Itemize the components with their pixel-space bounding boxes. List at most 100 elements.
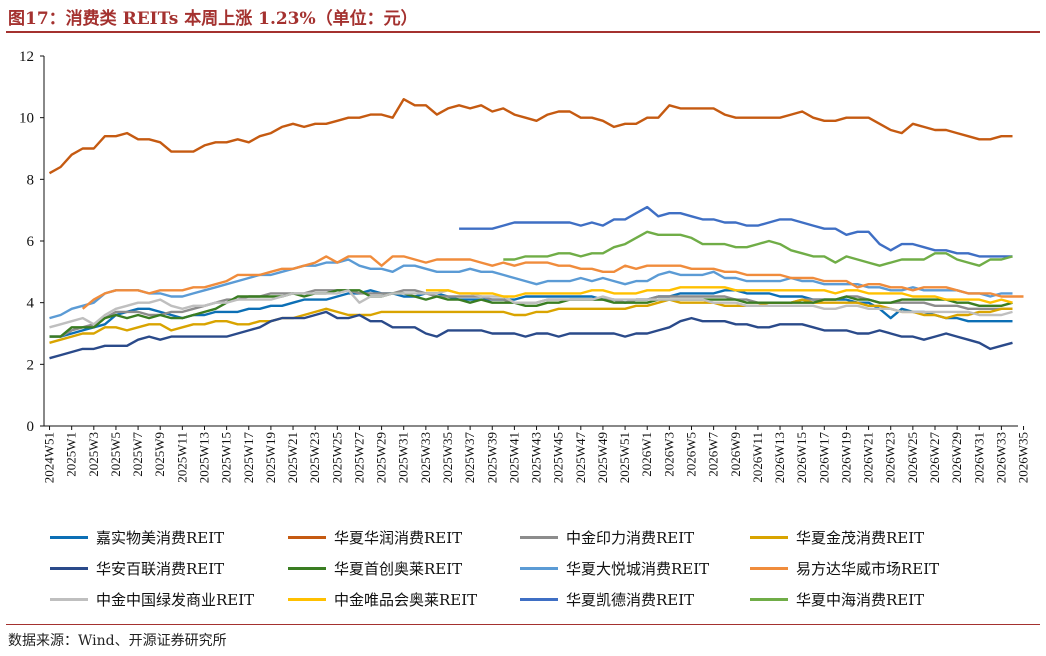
x-tick-label: 2025W41 [506, 432, 521, 483]
x-tick-label: 2024W51 [42, 432, 57, 483]
x-tick-label: 2026W25 [905, 432, 920, 483]
legend-item: 华夏华润消费REIT [288, 524, 462, 550]
x-tick-label: 2026W33 [993, 432, 1008, 483]
x-tick-label: 2025W13 [196, 432, 211, 483]
legend-item: 中金印力消费REIT [520, 524, 694, 550]
x-tick-label: 2026W35 [1016, 432, 1031, 483]
x-tick-label: 2026W27 [927, 432, 942, 484]
x-tick-label: 2025W3 [86, 432, 101, 477]
series-line-5 [49, 310, 1013, 360]
legend-item: 华安百联消费REIT [50, 555, 224, 581]
legend-label: 中金中国绿发商业REIT [96, 590, 255, 609]
x-tick-label: 2026W21 [861, 432, 876, 483]
title-underline [6, 31, 1040, 33]
legend-label: 嘉实物美消费REIT [96, 528, 225, 547]
legend-swatch [520, 566, 558, 570]
y-tick-label: 10 [19, 111, 34, 127]
legend-swatch [750, 566, 788, 570]
x-tick-label: 2025W19 [263, 432, 278, 483]
legend-label: 易方达华威市场REIT [796, 559, 940, 578]
x-tick-label: 2026W7 [706, 432, 721, 477]
x-tick-label: 2025W11 [174, 432, 189, 483]
x-tick-label: 2025W33 [418, 432, 433, 483]
series-line-8 [81, 255, 1024, 310]
series-line-4 [49, 298, 1013, 344]
series-line-11 [459, 205, 1013, 258]
legend-swatch [750, 597, 788, 601]
legend-label: 华夏中海消费REIT [796, 590, 925, 609]
legend-label: 中金唯品会奥莱REIT [334, 590, 478, 609]
series-line-10 [425, 286, 1013, 304]
x-tick-label: 2026W3 [661, 432, 676, 477]
legend-swatch [50, 597, 88, 601]
source-divider [6, 624, 1040, 625]
legend-item: 易方达华威市场REIT [750, 555, 939, 581]
x-tick-label: 2026W11 [750, 432, 765, 483]
x-tick-label: 2026W29 [949, 432, 964, 483]
x-tick-label: 2026W1 [639, 432, 654, 477]
x-tick-label: 2025W31 [396, 432, 411, 483]
legend-swatch [288, 535, 326, 539]
legend-swatch [520, 535, 558, 539]
legend-item: 嘉实物美消费REIT [50, 524, 224, 550]
legend-label: 华夏凯德消费REIT [566, 590, 695, 609]
x-tick-label: 2025W23 [307, 432, 322, 483]
x-tick-label: 2026W15 [794, 432, 809, 483]
x-tick-label: 2026W17 [816, 432, 831, 484]
legend-swatch [750, 535, 788, 539]
x-tick-label: 2025W25 [329, 432, 344, 483]
legend-item: 中金中国绿发商业REIT [50, 586, 254, 612]
legend-item: 华夏凯德消费REIT [520, 586, 694, 612]
legend-label: 华夏华润消费REIT [334, 528, 463, 547]
x-tick-label: 2025W45 [551, 432, 566, 483]
legend-swatch [520, 597, 558, 601]
legend-item: 华夏金茂消费REIT [750, 524, 924, 550]
series-line-2 [48, 98, 1013, 175]
x-tick-label: 2025W9 [152, 432, 167, 477]
series-line-9 [49, 289, 1013, 329]
x-tick-label: 2026W23 [883, 432, 898, 483]
x-tick-label: 2025W17 [241, 432, 256, 484]
series-line-12 [503, 230, 1013, 267]
x-tick-label: 2025W27 [351, 432, 366, 484]
legend-item: 华夏大悦城消费REIT [520, 555, 709, 581]
x-tick-label: 2025W49 [595, 432, 610, 483]
legend-swatch [288, 566, 326, 570]
y-tick-label: 12 [19, 49, 34, 65]
x-tick-label: 2025W39 [484, 432, 499, 483]
y-tick-label: 2 [27, 357, 35, 373]
x-tick-label: 2025W7 [130, 432, 145, 477]
x-tick-label: 2026W5 [683, 432, 698, 477]
x-tick-label: 2025W1 [64, 432, 79, 477]
legend-label: 华夏首创奥莱REIT [334, 559, 463, 578]
x-tick-label: 2025W37 [462, 432, 477, 484]
series-line-6 [49, 289, 1013, 338]
x-tick-label: 2025W5 [108, 432, 123, 477]
line-chart: 0 2 4 6 8 10 12 2024W51 2025W1 2025W3 2025W5 2025W7… [19, 49, 1031, 484]
x-tick-label: 2026W9 [728, 432, 743, 477]
data-source-note: 数据来源：Wind、开源证券研究所 [8, 633, 227, 649]
x-tick-label: 2025W21 [285, 432, 300, 483]
legend-swatch [50, 566, 88, 570]
x-tick-label: 2025W35 [440, 432, 455, 483]
legend-label: 华安百联消费REIT [96, 559, 225, 578]
legend-label: 华夏金茂消费REIT [796, 528, 925, 547]
legend-swatch [50, 535, 88, 539]
x-tick-label: 2026W31 [971, 432, 986, 483]
y-tick-label: 6 [27, 234, 35, 250]
x-tick-label: 2026W19 [838, 432, 853, 483]
y-tick-label: 4 [27, 296, 35, 312]
x-tick-label: 2025W29 [374, 432, 389, 483]
legend-item: 中金唯品会奥莱REIT [288, 586, 477, 612]
legend-label: 中金印力消费REIT [566, 528, 695, 547]
x-tick-label: 2025W43 [529, 432, 544, 483]
legend-label: 华夏大悦城消费REIT [566, 559, 710, 578]
chart-title: 图17：消费类 REITs 本周上涨 1.23%（单位：元） [8, 9, 418, 29]
x-tick-label: 2025W51 [617, 432, 632, 483]
y-tick-label: 8 [27, 172, 35, 188]
series-line-1 [49, 289, 1013, 338]
x-tick-label: 2026W13 [772, 432, 787, 483]
x-tick-label: 2025W15 [219, 432, 234, 483]
x-tick-label: 2025W47 [573, 432, 588, 484]
y-tick-label: 0 [27, 419, 35, 435]
